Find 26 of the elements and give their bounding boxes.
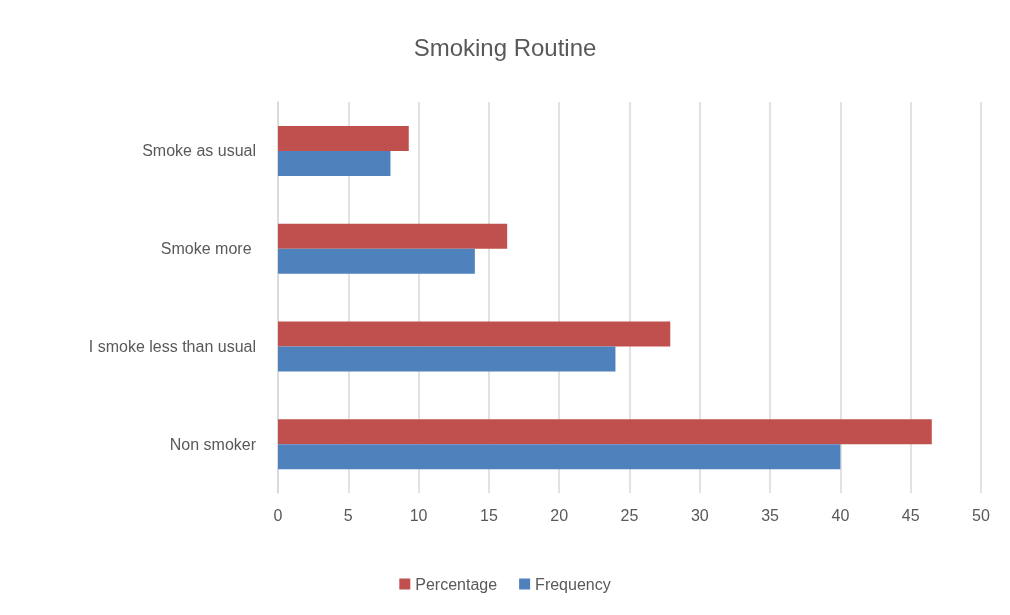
legend-label: Frequency [535, 575, 611, 593]
x-tick-label: 40 [831, 506, 850, 524]
x-tick-label: 0 [273, 506, 283, 524]
x-tick-label: 15 [480, 506, 498, 524]
bar [278, 248, 475, 274]
x-tick-label: 20 [550, 506, 569, 524]
x-tick-label: 45 [901, 506, 920, 524]
bar [278, 419, 932, 445]
bar [278, 150, 391, 176]
y-tick-label: Non smoker [169, 435, 257, 453]
y-tick-label: Smoke as usual [142, 142, 256, 160]
bar [278, 125, 409, 151]
bar [278, 444, 841, 470]
x-tick-label: 50 [972, 506, 990, 524]
chart-title: Smoking Routine [413, 33, 597, 61]
x-tick-label: 25 [620, 506, 639, 524]
x-tick-label: 10 [409, 506, 428, 524]
x-tick-label: 35 [761, 506, 780, 524]
y-tick-label: I smoke less than usual [88, 337, 256, 355]
x-tick-label: 30 [690, 506, 709, 524]
bar [278, 223, 508, 249]
bar [278, 346, 616, 372]
bar [278, 321, 671, 347]
x-tick-label: 5 [343, 506, 353, 524]
legend-label: Percentage [415, 575, 498, 593]
y-tick-label: Smoke more [160, 240, 256, 258]
